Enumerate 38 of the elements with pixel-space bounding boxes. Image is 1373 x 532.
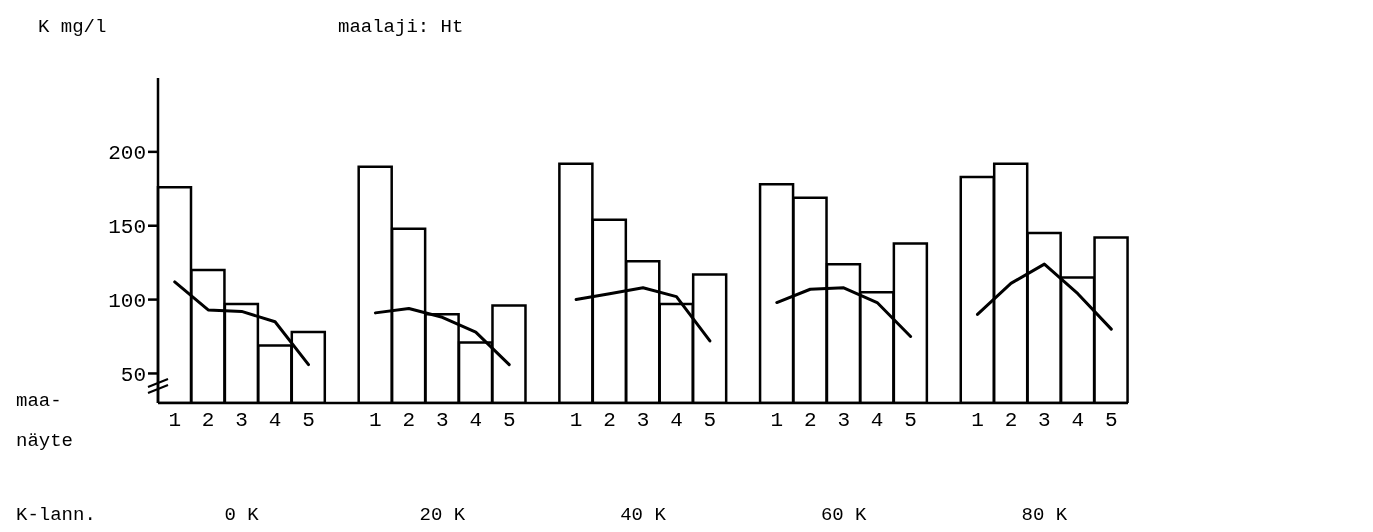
chart-title: maalaji: Ht xyxy=(338,16,464,38)
x-tick-label: 1 xyxy=(369,408,382,432)
x-tick-label: 1 xyxy=(168,408,182,432)
x-tick-label: 3 xyxy=(436,408,449,432)
x-tick-label: 3 xyxy=(1038,408,1051,432)
x-tick-label: 4 xyxy=(870,408,884,432)
x-tick-label: 3 xyxy=(636,408,650,432)
x-tick-label: 2 xyxy=(803,408,817,432)
x-tick-label: 5 xyxy=(703,408,717,432)
y-tick-label: 200 xyxy=(108,142,146,166)
x-tick-label: 1 xyxy=(569,408,583,432)
x-tick-label: 5 xyxy=(904,408,917,432)
y-axis-title: K mg/l xyxy=(38,16,107,38)
y-tick-label: 50 xyxy=(120,363,146,387)
x-tick-label: 4 xyxy=(1071,408,1085,432)
text: K-lann. xyxy=(16,503,96,528)
x-tick-label: 2 xyxy=(603,408,616,432)
x-tick-label: 5 xyxy=(502,408,516,432)
x-tick-label: 4 xyxy=(469,408,483,432)
x-tick-label: 3 xyxy=(837,408,850,432)
text: 20 K xyxy=(418,503,467,528)
x-tick-label: 4 xyxy=(670,408,683,432)
y-tick-label: 100 xyxy=(108,290,146,314)
x-tick-label: 5 xyxy=(1104,408,1118,432)
x-tick-label: 5 xyxy=(302,408,315,432)
x-tick-label: 4 xyxy=(268,408,282,432)
x-tick-label: 1 xyxy=(971,408,984,432)
text: 0 K xyxy=(223,503,260,528)
text: 60 K xyxy=(819,503,868,528)
x-tick-label: 2 xyxy=(201,408,215,432)
y-tick-label: 150 xyxy=(108,216,146,240)
text: 80 K xyxy=(1020,503,1069,528)
text: maa- näyte xyxy=(16,389,74,454)
text: 40 K xyxy=(619,503,667,528)
x-tick-label: 1 xyxy=(770,408,784,432)
x-tick-label: 3 xyxy=(235,408,248,432)
x-tick-label: 2 xyxy=(402,408,416,432)
x-tick-label: 2 xyxy=(1004,408,1018,432)
